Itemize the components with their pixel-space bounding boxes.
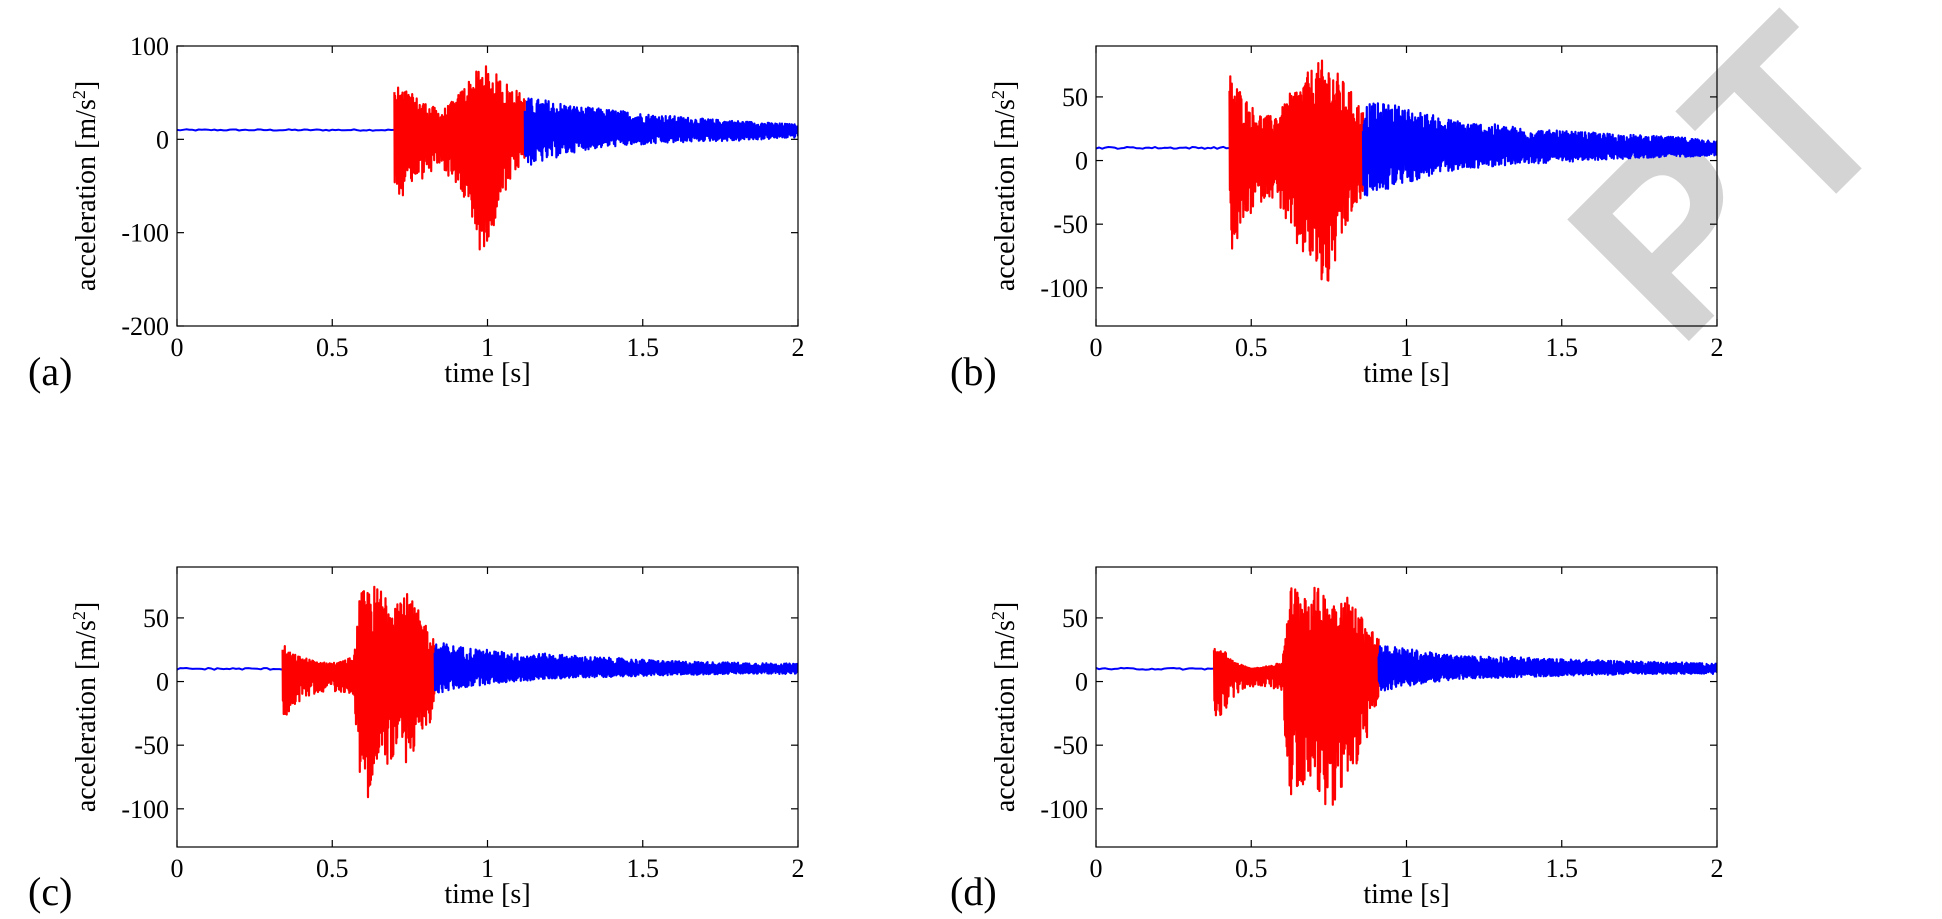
y-tick-label: -100 [1040,274,1088,303]
y-axis-label: acceleration [m/s2] [69,81,102,291]
signal-trace-event [393,65,526,251]
x-tick-label: 0 [1090,854,1103,883]
y-tick-label: 0 [156,668,169,697]
y-tick-label: -100 [1040,795,1088,824]
signal-trace-event [281,585,436,799]
signal-trace-decay [523,97,798,166]
chart-panel: 0 0.5 1 1.5 2 -100 -50 0 50 time [s] acceleration … [950,45,1724,394]
y-tick-label: -50 [1053,210,1088,239]
y-axis-label: acceleration [m/s2] [988,81,1021,291]
panel-label: (d) [950,869,997,914]
signal-trace-event [1212,586,1380,806]
y-tick-label: -200 [121,312,169,341]
panel-label: (a) [28,349,72,394]
panel-label: (c) [28,869,72,914]
signal-trace-decay [1361,102,1717,197]
x-tick-label: 0 [171,333,184,362]
signal-trace-quiet [1096,666,1215,671]
y-tick-label: 50 [1062,83,1088,112]
x-tick-label: 1 [1400,854,1413,883]
x-tick-label: 2 [792,333,805,362]
x-axis-label: time [s] [1363,358,1449,389]
x-axis-label: time [s] [1363,879,1449,910]
x-tick-label: 0.5 [316,854,349,883]
axes-frame [176,566,799,848]
signal-trace-quiet [1096,145,1230,150]
y-tick-label: 50 [1062,604,1088,633]
y-axis-label: acceleration [m/s2] [988,602,1021,812]
y-tick-label: 0 [156,125,169,154]
y-tick-label: 0 [1075,668,1088,697]
x-axis-label: time [s] [444,879,530,910]
y-tick-label: 50 [143,604,169,633]
y-tick-label: 100 [130,32,169,61]
x-tick-label: 0.5 [1235,854,1268,883]
y-tick-label: 0 [1075,147,1088,176]
signal-trace-quiet [177,128,395,132]
x-tick-label: 0 [171,854,184,883]
x-tick-label: 2 [792,854,805,883]
signal-trace-quiet [177,667,283,671]
y-axis-label: acceleration [m/s2] [69,602,102,812]
axes-frame [1095,566,1718,848]
x-tick-label: 1.5 [627,333,660,362]
chart-panel: 0 0.5 1 1.5 2 -100 -50 0 50 time [s] acceleration … [28,566,805,914]
x-tick-label: 1 [1400,333,1413,362]
x-tick-label: 2 [1711,333,1724,362]
x-tick-label: 0 [1090,333,1103,362]
signal-trace-event [1228,59,1365,282]
y-tick-label: -50 [134,731,169,760]
x-tick-label: 1.5 [627,854,660,883]
y-tick-label: -100 [121,795,169,824]
x-tick-label: 1 [481,333,494,362]
x-tick-label: 2 [1711,854,1724,883]
panel-label: (b) [950,349,997,394]
chart-panel: 0 0.5 1 1.5 2 -200 -100 0 100 time [s] acceleratio… [28,32,805,394]
y-tick-label: -100 [121,219,169,248]
x-tick-label: 0.5 [316,333,349,362]
x-tick-label: 0.5 [1235,333,1268,362]
chart-panel: 0 0.5 1 1.5 2 -100 -50 0 50 time [s] acceleration … [950,566,1724,914]
signal-trace-decay [433,642,798,694]
x-axis-label: time [s] [444,358,530,389]
x-tick-label: 1.5 [1546,854,1579,883]
signal-trace-decay [1377,645,1717,692]
x-tick-label: 1.5 [1546,333,1579,362]
y-tick-label: -50 [1053,731,1088,760]
watermark-text: PT [1517,0,1940,390]
x-tick-label: 1 [481,854,494,883]
